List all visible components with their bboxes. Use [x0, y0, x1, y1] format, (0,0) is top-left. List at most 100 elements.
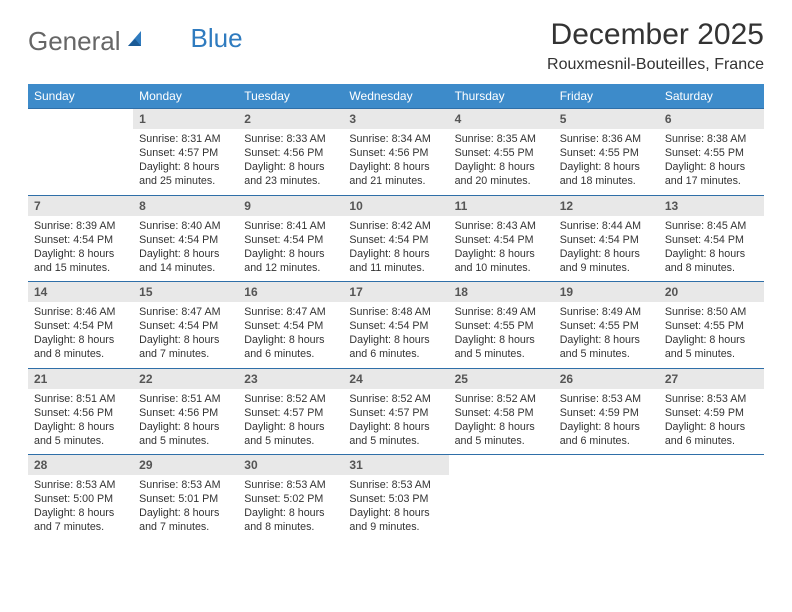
calendar-cell: 15Sunrise: 8:47 AMSunset: 4:54 PMDayligh…	[133, 282, 238, 369]
day-number: 19	[554, 282, 659, 302]
day-details: Sunrise: 8:35 AMSunset: 4:55 PMDaylight:…	[449, 129, 554, 195]
logo-sail-icon	[125, 26, 147, 57]
calendar-cell: 13Sunrise: 8:45 AMSunset: 4:54 PMDayligh…	[659, 195, 764, 282]
calendar-cell: 31Sunrise: 8:53 AMSunset: 5:03 PMDayligh…	[343, 455, 448, 541]
day-number: 22	[133, 369, 238, 389]
calendar-cell: 2Sunrise: 8:33 AMSunset: 4:56 PMDaylight…	[238, 109, 343, 196]
weekday-header: Thursday	[449, 84, 554, 109]
calendar-cell: 11Sunrise: 8:43 AMSunset: 4:54 PMDayligh…	[449, 195, 554, 282]
calendar-cell: 21Sunrise: 8:51 AMSunset: 4:56 PMDayligh…	[28, 368, 133, 455]
day-number: 29	[133, 455, 238, 475]
day-number: 30	[238, 455, 343, 475]
day-number: 27	[659, 369, 764, 389]
calendar-cell: 18Sunrise: 8:49 AMSunset: 4:55 PMDayligh…	[449, 282, 554, 369]
calendar-cell: 8Sunrise: 8:40 AMSunset: 4:54 PMDaylight…	[133, 195, 238, 282]
day-number: 31	[343, 455, 448, 475]
day-number: 11	[449, 196, 554, 216]
day-details: Sunrise: 8:52 AMSunset: 4:58 PMDaylight:…	[449, 389, 554, 455]
calendar-cell: 5Sunrise: 8:36 AMSunset: 4:55 PMDaylight…	[554, 109, 659, 196]
day-details: Sunrise: 8:43 AMSunset: 4:54 PMDaylight:…	[449, 216, 554, 282]
day-details: Sunrise: 8:53 AMSunset: 5:03 PMDaylight:…	[343, 475, 448, 541]
day-number: 20	[659, 282, 764, 302]
calendar-cell: 20Sunrise: 8:50 AMSunset: 4:55 PMDayligh…	[659, 282, 764, 369]
month-title: December 2025	[547, 18, 764, 52]
weekday-header: Tuesday	[238, 84, 343, 109]
calendar-cell: 30Sunrise: 8:53 AMSunset: 5:02 PMDayligh…	[238, 455, 343, 541]
title-block: December 2025 Rouxmesnil-Bouteilles, Fra…	[547, 18, 764, 74]
day-details: Sunrise: 8:41 AMSunset: 4:54 PMDaylight:…	[238, 216, 343, 282]
calendar-cell: 27Sunrise: 8:53 AMSunset: 4:59 PMDayligh…	[659, 368, 764, 455]
day-number: 25	[449, 369, 554, 389]
day-number: 16	[238, 282, 343, 302]
day-details: Sunrise: 8:38 AMSunset: 4:55 PMDaylight:…	[659, 129, 764, 195]
day-number: 5	[554, 109, 659, 129]
day-number: 8	[133, 196, 238, 216]
day-details: Sunrise: 8:52 AMSunset: 4:57 PMDaylight:…	[238, 389, 343, 455]
day-details: Sunrise: 8:36 AMSunset: 4:55 PMDaylight:…	[554, 129, 659, 195]
weekday-header: Monday	[133, 84, 238, 109]
day-details: Sunrise: 8:51 AMSunset: 4:56 PMDaylight:…	[28, 389, 133, 455]
calendar-cell: 23Sunrise: 8:52 AMSunset: 4:57 PMDayligh…	[238, 368, 343, 455]
day-number: 2	[238, 109, 343, 129]
day-details: Sunrise: 8:44 AMSunset: 4:54 PMDaylight:…	[554, 216, 659, 282]
calendar-cell: 14Sunrise: 8:46 AMSunset: 4:54 PMDayligh…	[28, 282, 133, 369]
calendar-cell: 10Sunrise: 8:42 AMSunset: 4:54 PMDayligh…	[343, 195, 448, 282]
weekday-header: Sunday	[28, 84, 133, 109]
logo-text-general: General	[28, 26, 121, 57]
calendar-cell: 16Sunrise: 8:47 AMSunset: 4:54 PMDayligh…	[238, 282, 343, 369]
day-details: Sunrise: 8:31 AMSunset: 4:57 PMDaylight:…	[133, 129, 238, 195]
calendar-header-row: SundayMondayTuesdayWednesdayThursdayFrid…	[28, 84, 764, 109]
calendar-table: SundayMondayTuesdayWednesdayThursdayFrid…	[28, 84, 764, 541]
day-number: 24	[343, 369, 448, 389]
day-details: Sunrise: 8:34 AMSunset: 4:56 PMDaylight:…	[343, 129, 448, 195]
calendar-body: ..1Sunrise: 8:31 AMSunset: 4:57 PMDaylig…	[28, 109, 764, 541]
day-details: Sunrise: 8:53 AMSunset: 5:02 PMDaylight:…	[238, 475, 343, 541]
day-details: Sunrise: 8:53 AMSunset: 4:59 PMDaylight:…	[554, 389, 659, 455]
day-details: Sunrise: 8:48 AMSunset: 4:54 PMDaylight:…	[343, 302, 448, 368]
day-details: Sunrise: 8:53 AMSunset: 5:01 PMDaylight:…	[133, 475, 238, 541]
day-details: Sunrise: 8:42 AMSunset: 4:54 PMDaylight:…	[343, 216, 448, 282]
weekday-header: Wednesday	[343, 84, 448, 109]
calendar-cell: 25Sunrise: 8:52 AMSunset: 4:58 PMDayligh…	[449, 368, 554, 455]
day-number: 28	[28, 455, 133, 475]
calendar-cell: ..	[659, 455, 764, 541]
day-number: 14	[28, 282, 133, 302]
day-details: Sunrise: 8:50 AMSunset: 4:55 PMDaylight:…	[659, 302, 764, 368]
calendar-cell: 28Sunrise: 8:53 AMSunset: 5:00 PMDayligh…	[28, 455, 133, 541]
day-number: 6	[659, 109, 764, 129]
calendar-cell: 4Sunrise: 8:35 AMSunset: 4:55 PMDaylight…	[449, 109, 554, 196]
day-details: Sunrise: 8:52 AMSunset: 4:57 PMDaylight:…	[343, 389, 448, 455]
day-number: 21	[28, 369, 133, 389]
day-number: 3	[343, 109, 448, 129]
day-number: 9	[238, 196, 343, 216]
day-number: 17	[343, 282, 448, 302]
day-details: Sunrise: 8:47 AMSunset: 4:54 PMDaylight:…	[238, 302, 343, 368]
calendar-cell: ..	[449, 455, 554, 541]
page-header: General Blue December 2025 Rouxmesnil-Bo…	[28, 18, 764, 74]
day-number: 1	[133, 109, 238, 129]
calendar-cell: 19Sunrise: 8:49 AMSunset: 4:55 PMDayligh…	[554, 282, 659, 369]
calendar-cell: ..	[28, 109, 133, 196]
calendar-cell: 29Sunrise: 8:53 AMSunset: 5:01 PMDayligh…	[133, 455, 238, 541]
day-details: Sunrise: 8:47 AMSunset: 4:54 PMDaylight:…	[133, 302, 238, 368]
location-label: Rouxmesnil-Bouteilles, France	[547, 56, 764, 74]
day-number: 12	[554, 196, 659, 216]
day-number: 18	[449, 282, 554, 302]
day-details: Sunrise: 8:49 AMSunset: 4:55 PMDaylight:…	[449, 302, 554, 368]
calendar-cell: 3Sunrise: 8:34 AMSunset: 4:56 PMDaylight…	[343, 109, 448, 196]
logo-text-blue: Blue	[153, 23, 243, 54]
day-number: 23	[238, 369, 343, 389]
calendar-cell: 6Sunrise: 8:38 AMSunset: 4:55 PMDaylight…	[659, 109, 764, 196]
calendar-cell: 22Sunrise: 8:51 AMSunset: 4:56 PMDayligh…	[133, 368, 238, 455]
day-details: Sunrise: 8:51 AMSunset: 4:56 PMDaylight:…	[133, 389, 238, 455]
calendar-cell: ..	[554, 455, 659, 541]
weekday-header: Friday	[554, 84, 659, 109]
day-details: Sunrise: 8:40 AMSunset: 4:54 PMDaylight:…	[133, 216, 238, 282]
day-details: Sunrise: 8:53 AMSunset: 5:00 PMDaylight:…	[28, 475, 133, 541]
day-details: Sunrise: 8:39 AMSunset: 4:54 PMDaylight:…	[28, 216, 133, 282]
logo: General Blue	[28, 18, 243, 57]
day-details: Sunrise: 8:49 AMSunset: 4:55 PMDaylight:…	[554, 302, 659, 368]
day-details: Sunrise: 8:53 AMSunset: 4:59 PMDaylight:…	[659, 389, 764, 455]
calendar-cell: 7Sunrise: 8:39 AMSunset: 4:54 PMDaylight…	[28, 195, 133, 282]
calendar-cell: 9Sunrise: 8:41 AMSunset: 4:54 PMDaylight…	[238, 195, 343, 282]
